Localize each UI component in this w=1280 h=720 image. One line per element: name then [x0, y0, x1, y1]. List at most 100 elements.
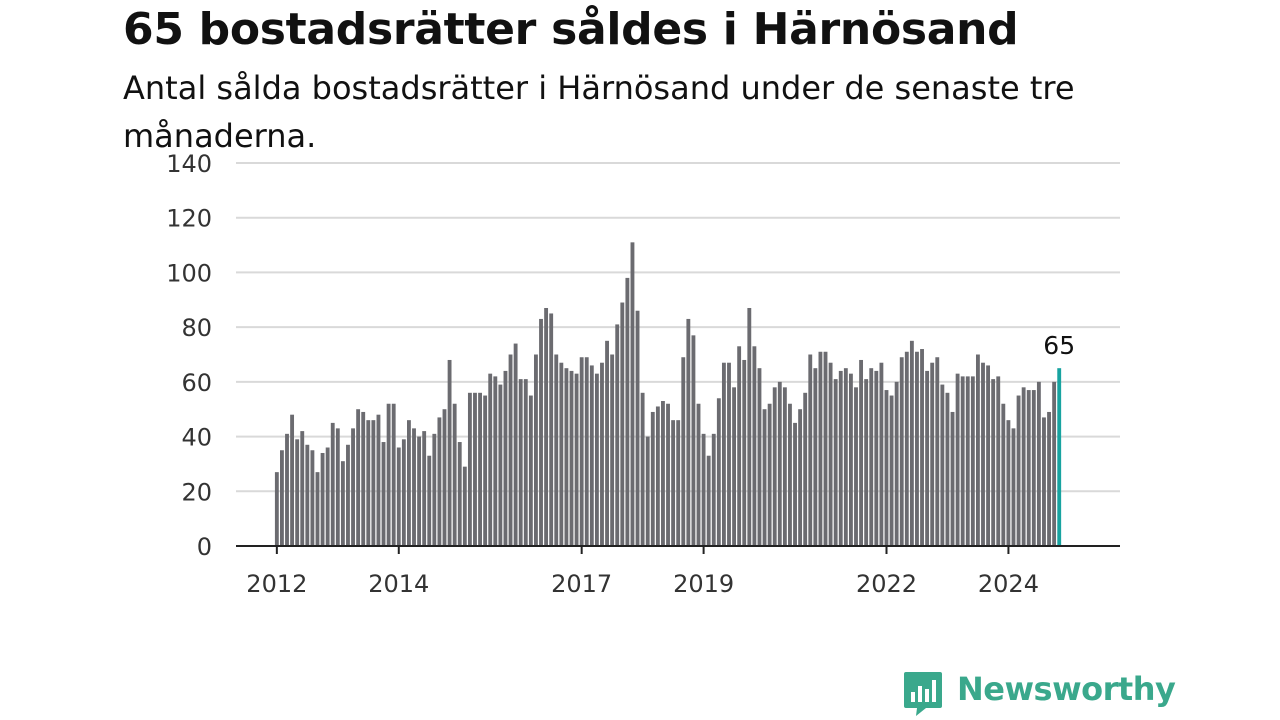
bar — [305, 444, 310, 546]
bar — [696, 403, 701, 546]
bar — [274, 472, 279, 546]
bar — [1031, 390, 1036, 546]
bar — [818, 351, 823, 546]
bar — [640, 392, 645, 546]
bar — [346, 444, 350, 546]
y-tick-label: 40 — [181, 424, 212, 452]
bar — [1036, 381, 1041, 546]
bar — [701, 433, 706, 546]
y-tick-label: 140 — [166, 150, 212, 178]
bar — [579, 357, 584, 546]
bar — [1026, 390, 1031, 546]
bar — [356, 409, 361, 546]
bar — [554, 354, 559, 546]
bar — [645, 436, 650, 546]
bar — [788, 403, 792, 546]
bar — [290, 414, 295, 546]
bar — [716, 398, 721, 546]
bar — [401, 439, 406, 546]
bar — [742, 359, 747, 546]
bar — [889, 395, 894, 546]
bar — [884, 390, 889, 546]
bar — [615, 324, 620, 546]
bar — [635, 310, 640, 546]
bar — [803, 392, 808, 546]
x-tick-label: 2014 — [368, 570, 429, 598]
bar — [422, 431, 427, 546]
bar — [584, 357, 589, 546]
bar — [757, 368, 762, 546]
bar — [894, 381, 899, 546]
bar — [1006, 420, 1011, 546]
bar — [762, 409, 767, 546]
bar — [823, 351, 828, 546]
chart-subtitle: Antal sålda bostadsrätter i Härnösand un… — [123, 69, 1075, 155]
bar — [869, 368, 874, 546]
bar — [813, 368, 818, 546]
bar — [483, 395, 488, 546]
bar — [310, 450, 315, 546]
bar — [909, 340, 914, 546]
bar — [981, 362, 985, 546]
bar — [396, 447, 401, 546]
x-tick-label: 2019 — [673, 570, 734, 598]
y-tick-label: 120 — [166, 205, 212, 233]
bar — [681, 357, 686, 546]
bar — [528, 395, 533, 546]
bar — [427, 455, 432, 546]
bar — [767, 403, 772, 546]
bar — [473, 392, 477, 546]
bar — [793, 422, 797, 546]
bar — [493, 376, 498, 546]
x-tick-label: 2022 — [856, 570, 917, 598]
bar — [1021, 387, 1026, 546]
bar — [335, 428, 340, 546]
bar — [661, 401, 665, 546]
y-tick-label: 20 — [181, 478, 212, 506]
bar-latest — [1057, 368, 1062, 546]
bar — [727, 362, 731, 546]
bar — [1011, 428, 1016, 546]
bar — [467, 392, 472, 546]
x-axis-ticks: 2012 2014 2017 2019 2022 2024 — [246, 546, 1039, 598]
bar — [361, 411, 366, 546]
bar — [833, 379, 838, 546]
bar — [1001, 403, 1006, 546]
bar — [589, 365, 594, 546]
bar — [904, 351, 909, 546]
bar — [523, 379, 528, 546]
bar — [1016, 395, 1021, 546]
bar — [996, 376, 1001, 546]
bar-chart-speech-bubble-icon — [904, 672, 942, 716]
bar — [666, 403, 670, 546]
bar — [437, 417, 442, 546]
bars — [274, 242, 1062, 546]
bar — [737, 346, 742, 546]
bar — [503, 370, 508, 546]
bar — [605, 340, 609, 546]
bar — [620, 302, 625, 546]
bar — [782, 387, 787, 546]
bar — [848, 373, 853, 546]
bar — [854, 387, 858, 546]
y-tick-label: 0 — [197, 533, 212, 561]
bar — [772, 387, 777, 546]
bar — [747, 307, 752, 546]
bar — [975, 354, 980, 546]
bar — [960, 376, 965, 546]
bar — [594, 373, 599, 546]
bar — [940, 384, 945, 546]
bar — [920, 349, 924, 546]
bar — [320, 452, 325, 546]
bar — [539, 318, 543, 546]
bar — [498, 384, 503, 546]
bar — [706, 455, 711, 546]
x-tick-label: 2012 — [246, 570, 307, 598]
chart-title: 65 bostadsrätter såldes i Härnösand — [123, 4, 1019, 55]
bar — [447, 359, 452, 546]
bar — [1042, 417, 1046, 546]
bar — [488, 373, 493, 546]
bar — [340, 461, 345, 546]
bar — [381, 442, 386, 546]
